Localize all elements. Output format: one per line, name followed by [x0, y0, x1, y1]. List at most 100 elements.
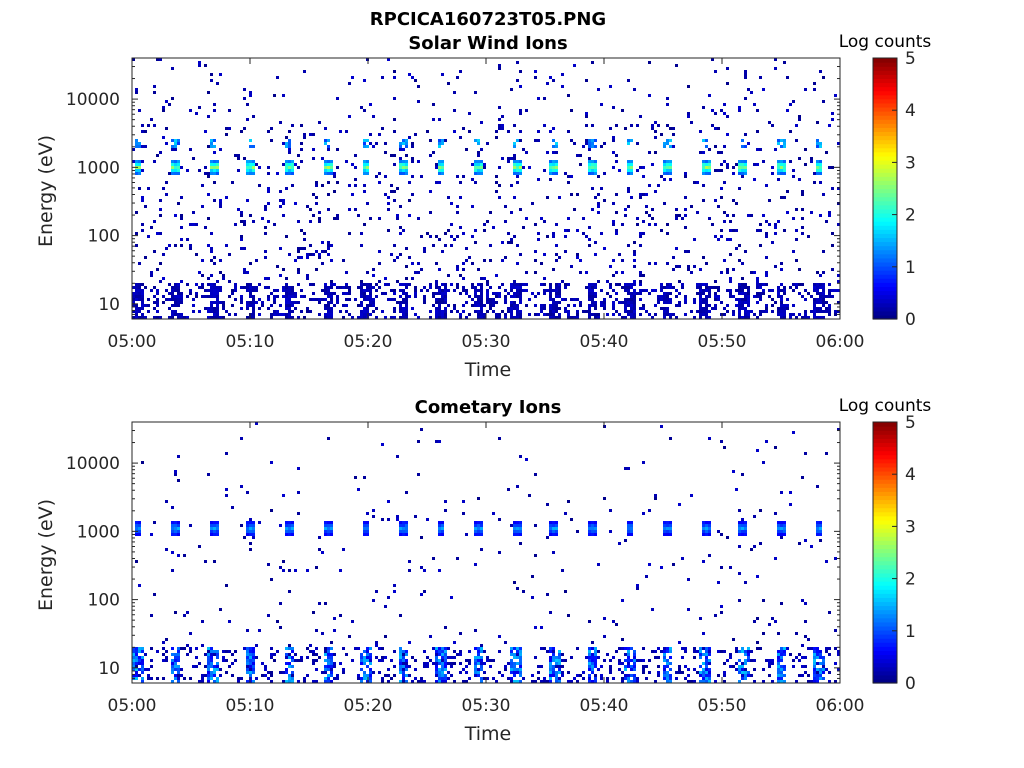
panel-1-pixel-484: [264, 256, 267, 259]
panel-1-pixel-2192: [738, 301, 741, 304]
panel-1-pixel-50: [138, 298, 141, 301]
panel-2-pixel-285: [252, 536, 255, 539]
panel-1-pixel-695: [324, 298, 327, 301]
panel-1-pixel-1530: [555, 166, 558, 169]
panel-1-pixel-882: [375, 289, 378, 292]
panel-1-pixel-210: [180, 280, 183, 283]
panel-1-pixel-355: [219, 301, 222, 304]
panel-2-pixel-404: [315, 659, 318, 662]
panel-2-pixel-292: [252, 665, 255, 668]
panel-1-pixel-1144: [450, 235, 453, 238]
panel-1-pixel-838: [366, 139, 369, 142]
panel-1-pixel-1328: [504, 220, 507, 223]
panel-1-pixel-2368: [783, 166, 786, 169]
panel-1-pixel-1932: [666, 169, 669, 172]
panel-2-pixel-628: [417, 473, 420, 476]
panel-1-pixel-1538: [555, 286, 558, 289]
panel-2-pixel-1168: [666, 524, 669, 527]
panel-1-pixel-462: [252, 310, 255, 313]
panel-1-pixel-2082: [708, 286, 711, 289]
panel-1-pixel-1808: [630, 307, 633, 310]
panel-1-pixel-758: [336, 298, 339, 301]
panel-1-pixel-266: [207, 145, 210, 148]
panel-2-pixel-742: [468, 650, 471, 653]
panel-1-pixel-1008: [408, 199, 411, 202]
panel-1-pixel-1220: [474, 304, 477, 307]
panel-2-pixel-124: [177, 671, 180, 674]
panel-1-pixel-219: [186, 238, 189, 241]
panel-1-pixel-2217: [744, 70, 747, 73]
panel-1-pixel-478: [261, 304, 264, 307]
panel-2-pixel-809: [498, 650, 501, 653]
panel-1-pixel-1191: [468, 112, 471, 115]
panel-1-pixel-1182: [462, 304, 465, 307]
panel-1-pixel-500: [270, 139, 273, 142]
panel-1-pixel-2092: [711, 223, 714, 226]
panel-1-pixel-677: [321, 241, 324, 244]
panel-2-pixel-1433: [780, 659, 783, 662]
panel-2-pixel-80: [171, 527, 174, 530]
panel-1-pixel-1702: [600, 301, 603, 304]
panel-1-pixel-2282: [759, 292, 762, 295]
panel-2-pixel-1354: [744, 662, 747, 665]
panel-1-pixel-1359: [510, 316, 513, 319]
panel-2-pixel-822: [510, 659, 513, 662]
panel-1-pixel-346: [219, 73, 222, 76]
panel-1-pixel-1752: [618, 313, 621, 316]
panel-1-pixel-2209: [741, 286, 744, 289]
panel-2-pixel-89: [171, 665, 174, 668]
panel-2-pixel-210: [216, 668, 219, 671]
panel-2-pixel-949: [555, 677, 558, 680]
panel-1-pixel-2015: [696, 181, 699, 184]
panel-2-pixel-1291: [720, 566, 723, 569]
panel-1-pixel-1899: [660, 229, 663, 232]
panel-1-pixel-161: [171, 304, 174, 307]
panel-1-pixel-2552: [837, 310, 840, 313]
panel-2-pixel-1138: [651, 650, 654, 653]
panel-1-pixel-2342: [780, 139, 783, 142]
panel-2-pixel-1456: [792, 431, 795, 434]
panel-2-pixel-725: [453, 680, 456, 683]
panel-2-pixel-390: [306, 656, 309, 659]
panel-1-pixel-2197: [738, 316, 741, 319]
panel-2-pixel-1445: [783, 647, 786, 650]
panel-2-pixel-841: [513, 671, 516, 674]
panel-1-pixel-934: [393, 307, 396, 310]
panel-1-pixel-875: [372, 298, 375, 301]
panel-2-pixel-452: [330, 647, 333, 650]
panel-1-colorbar-step-41: [873, 147, 897, 153]
panel-1-pixel-1396: [516, 292, 519, 295]
panel-2-pixel-377: [294, 653, 297, 656]
panel-2-pixel-55: [147, 677, 150, 680]
panel-1-pixel-1160: [456, 265, 459, 268]
panel-1-pixel-1311: [498, 166, 501, 169]
panel-1-pixel-7: [132, 301, 135, 304]
panel-2-pixel-314: [270, 647, 273, 650]
panel-1-pixel-1567: [564, 286, 567, 289]
panel-2-pixel-365: [291, 530, 294, 533]
panel-1-pixel-2180: [738, 163, 741, 166]
panel-1-pixel-1055: [429, 235, 432, 238]
panel-1-pixel-384: [234, 313, 237, 316]
panel-1-pixel-2334: [777, 220, 780, 223]
panel-1-pixel-1168: [459, 196, 462, 199]
panel-2-pixel-434: [327, 533, 330, 536]
panel-2-pixel-311: [270, 461, 273, 464]
panel-2-pixel-729: [459, 650, 462, 653]
panel-1-pixel-1919: [663, 301, 666, 304]
panel-1-pixel-1198: [471, 205, 474, 208]
panel-1-pixel-1578: [567, 304, 570, 307]
panel-2-pixel-54: [147, 674, 150, 677]
panel-1-pixel-2341: [777, 313, 780, 316]
panel-1-pixel-1761: [624, 208, 627, 211]
panel-2-pixel-737: [465, 533, 468, 536]
panel-1-pixel-1253: [480, 295, 483, 298]
panel-2-pixel-986: [588, 521, 591, 524]
panel-1-pixel-2031: [699, 304, 702, 307]
panel-1-pixel-1833: [636, 217, 639, 220]
panel-2-pixel-1511: [816, 671, 819, 674]
panel-2-pixel-1252: [705, 530, 708, 533]
panel-1-pixel-1009: [408, 214, 411, 217]
panel-1-pixel-1211: [474, 172, 477, 175]
panel-1-pixel-1782: [627, 205, 630, 208]
